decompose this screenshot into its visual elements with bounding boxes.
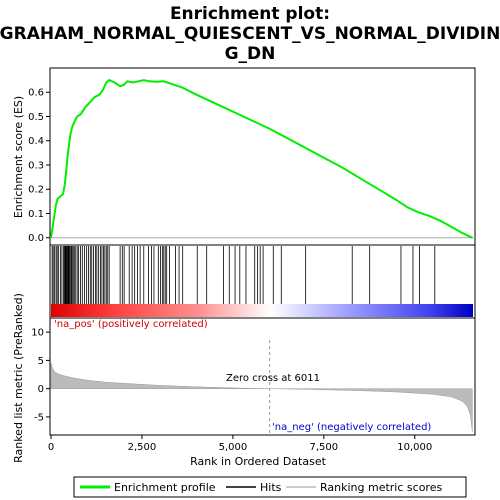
x-tick-label: 10,000 <box>397 442 432 453</box>
es-panel-frame <box>50 68 475 245</box>
zero-cross-label: Zero cross at 6011 <box>226 373 320 384</box>
title-line-3: G_DN <box>225 44 276 64</box>
x-axis-ticks: 0 2,500 5,000 7,500 10,000 <box>48 435 432 453</box>
es-y-tick-label: 0.5 <box>28 112 44 123</box>
x-tick-label: 7,500 <box>310 442 339 453</box>
hits-panel <box>50 245 475 318</box>
es-y-tick-label: 0.6 <box>28 88 44 99</box>
title-line-1: Enrichment plot: <box>170 4 330 24</box>
es-y-tick-label: 0.1 <box>28 209 44 220</box>
es-y-tick-label: 0.3 <box>28 160 44 171</box>
x-axis-label: Rank in Ordered Dataset <box>190 455 327 468</box>
chart-title: Enrichment plot: GRAHAM_NORMAL_QUIESCENT… <box>0 4 500 64</box>
es-y-tick-label: 0.2 <box>28 185 44 196</box>
metric-y-ticks: -5 0 5 10 <box>31 328 50 424</box>
negative-label: 'na_neg' (negatively correlated) <box>272 422 431 433</box>
metric-y-axis-label: Ranked list metric (PreRanked) <box>12 293 25 463</box>
legend-metric-label: Ranking metric scores <box>320 481 442 494</box>
es-panel: 0.0 0.1 0.2 0.3 0.4 0.5 0.6 Enrichment score (… <box>12 68 475 245</box>
legend-hits-label: Hits <box>260 481 282 494</box>
metric-y-tick-label: 10 <box>31 328 44 339</box>
es-y-tick-label: 0.0 <box>28 233 44 244</box>
title-line-2: GRAHAM_NORMAL_QUIESCENT_VS_NORMAL_DIVIDI… <box>0 24 500 44</box>
legend: Enrichment profile Hits Ranking metric s… <box>74 477 466 497</box>
legend-enrichment-label: Enrichment profile <box>114 481 216 494</box>
metric-y-tick-label: 0 <box>38 384 44 395</box>
x-tick-label: 2,500 <box>128 442 157 453</box>
ranking-color-bar <box>51 304 473 317</box>
positive-label: 'na_pos' (positively correlated) <box>54 319 208 330</box>
es-y-axis-label: Enrichment score (ES) <box>12 96 25 218</box>
metric-y-tick-label: 5 <box>38 356 44 367</box>
metric-y-tick-label: -5 <box>34 412 44 423</box>
es-y-tick-label: 0.4 <box>28 136 44 147</box>
x-tick-label: 5,000 <box>219 442 248 453</box>
es-y-ticks: 0.0 0.1 0.2 0.3 0.4 0.5 0.6 <box>28 88 50 244</box>
x-tick-label: 0 <box>48 442 54 453</box>
